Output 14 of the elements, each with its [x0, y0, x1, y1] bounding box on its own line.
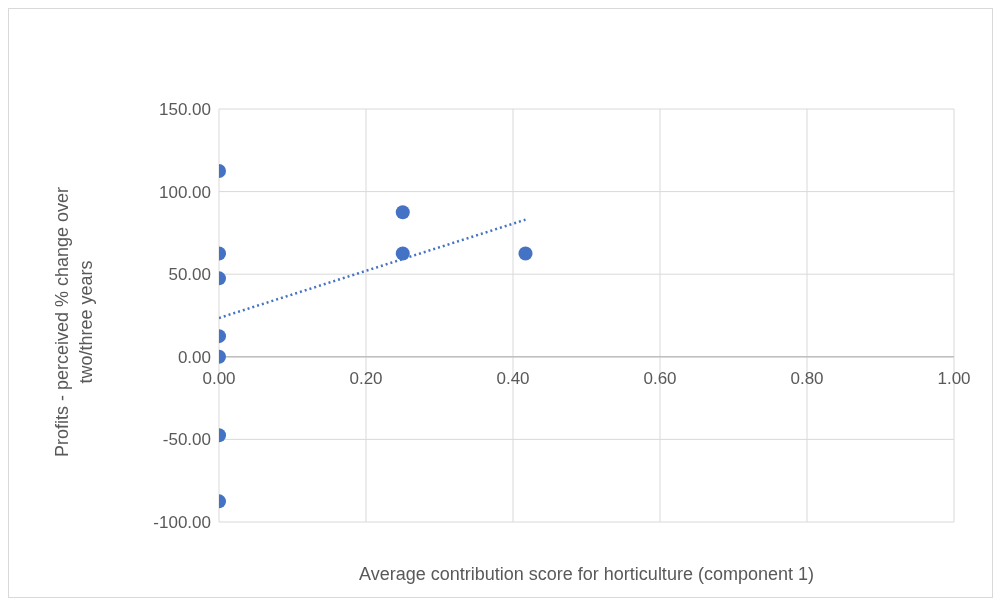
x-axis-title: Average contribution score for horticulture (component 1) [359, 564, 814, 584]
x-tick-label: 0.60 [643, 369, 677, 388]
y-tick-label: 150.00 [159, 100, 211, 120]
y-tick-label: 50.00 [168, 265, 211, 285]
y-tick-label: -100.00 [153, 513, 211, 533]
x-tick-label: 1.00 [937, 369, 971, 388]
x-tick-label: 0.40 [496, 369, 530, 388]
x-tick-label: 0.00 [202, 369, 236, 388]
y-tick-label: -50.00 [162, 430, 211, 450]
y-tick-label: 0.00 [177, 347, 211, 367]
y-tick-label: 100.00 [159, 182, 211, 202]
x-tick-label: 0.80 [790, 369, 824, 388]
x-tick-label: 0.20 [349, 369, 383, 388]
y-axis-title: Profits - perceived % change over two/three years [51, 185, 97, 459]
